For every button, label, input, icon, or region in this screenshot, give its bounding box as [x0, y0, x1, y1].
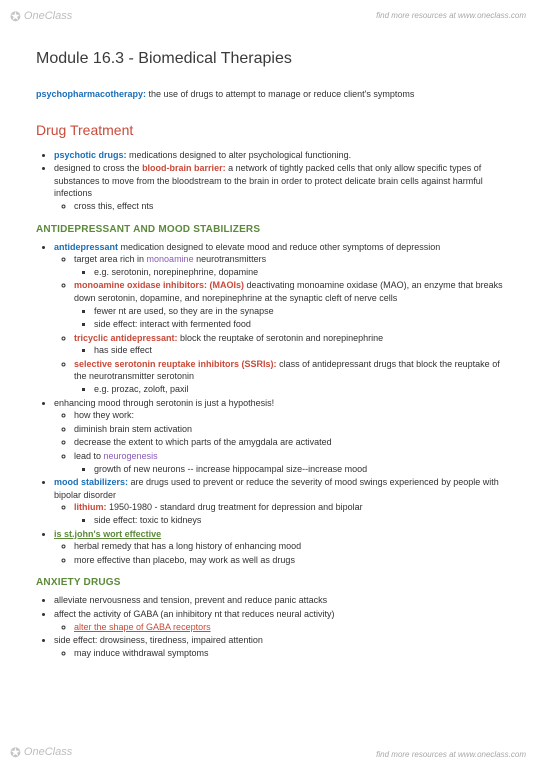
list-item: has side effect	[94, 344, 508, 357]
anxiety-list: alleviate nervousness and tension, preve…	[36, 594, 508, 659]
term-antidepressant: antidepressant	[54, 242, 118, 252]
brand-text: OneClass	[24, 745, 72, 760]
list-item: affect the activity of GABA (an inhibito…	[54, 608, 508, 633]
list-item: herbal remedy that has a long history of…	[74, 540, 508, 553]
intro-definition: psychopharmacotherapy: the use of drugs …	[36, 88, 508, 101]
brand-icon: ✪	[10, 744, 21, 762]
brand-icon: ✪	[10, 8, 21, 26]
list-item: lead to neurogenesis growth of new neuro…	[74, 450, 508, 475]
list-item: is st.john's wort effective herbal remed…	[54, 528, 508, 567]
watermark-bottom-right: find more resources at www.oneclass.com	[376, 749, 526, 760]
list-item: designed to cross the blood-brain barrie…	[54, 162, 508, 212]
def-text: 1950-1980 - standard drug treatment for …	[107, 502, 363, 512]
def-text: medication designed to elevate mood and …	[118, 242, 440, 252]
term-blood-brain-barrier: blood-brain barrier:	[142, 163, 226, 173]
def-text: block the reuptake of serotonin and nore…	[178, 333, 384, 343]
term-mood-stabilizers: mood stabilizers:	[54, 477, 128, 487]
term-tricyclic: tricyclic antidepressant:	[74, 333, 178, 343]
def-text: medications designed to alter psychologi…	[127, 150, 352, 160]
term-psychotic-drugs: psychotic drugs:	[54, 150, 127, 160]
list-item: side effect: interact with fermented foo…	[94, 318, 508, 331]
list-item: cross this, effect nts	[74, 200, 508, 213]
watermark-bottom: ✪ OneClass	[10, 744, 72, 762]
list-item: alleviate nervousness and tension, preve…	[54, 594, 508, 607]
list-item: lithium: 1950-1980 - standard drug treat…	[74, 501, 508, 526]
intro-def-text: the use of drugs to attempt to manage or…	[146, 89, 414, 99]
text: side effect: drowsiness, tiredness, impa…	[54, 635, 263, 645]
list-item: selective serotonin reuptake inhibitors …	[74, 358, 508, 396]
list-item: e.g. prozac, zoloft, paxil	[94, 383, 508, 396]
list-item: side effect: toxic to kidneys	[94, 514, 508, 527]
list-item: growth of new neurons -- increase hippoc…	[94, 463, 508, 476]
list-item: antidepressant medication designed to el…	[54, 241, 508, 396]
watermark-top-right: find more resources at www.oneclass.com	[376, 10, 526, 21]
text: affect the activity of GABA (an inhibito…	[54, 609, 334, 619]
brand-text: OneClass	[24, 9, 72, 24]
text: enhancing mood through serotonin is just…	[54, 398, 274, 408]
list-item: mood stabilizers: are drugs used to prev…	[54, 476, 508, 526]
section-drug-treatment: Drug Treatment	[36, 121, 508, 141]
term-lithium: lithium:	[74, 502, 107, 512]
page-title: Module 16.3 - Biomedical Therapies	[36, 48, 508, 70]
list-item: decrease the extent to which parts of th…	[74, 436, 508, 449]
list-item: fewer nt are used, so they are in the sy…	[94, 305, 508, 318]
post-text: neurotransmitters	[194, 254, 267, 264]
subhead-antidepressant: ANTIDEPRESSANT AND MOOD STABILIZERS	[36, 223, 508, 237]
term-monoamine: monoamine	[147, 254, 194, 264]
pre-text: target area rich in	[74, 254, 147, 264]
term-ssri: selective serotonin reuptake inhibitors …	[74, 359, 277, 369]
term-maoi: monoamine oxidase inhibitors: (MAOIs)	[74, 280, 244, 290]
drug-treatment-list: psychotic drugs: medications designed to…	[36, 149, 508, 213]
list-item: enhancing mood through serotonin is just…	[54, 397, 508, 476]
list-item: more effective than placebo, may work as…	[74, 554, 508, 567]
list-item: how they work:	[74, 409, 508, 422]
subhead-anxiety: ANXIETY DRUGS	[36, 576, 508, 590]
pre-text: designed to cross the	[54, 163, 142, 173]
gaba-note: alter the shape of GABA receptors	[74, 622, 211, 632]
list-item: target area rich in monoamine neurotrans…	[74, 253, 508, 278]
antidepressant-list: antidepressant medication designed to el…	[36, 241, 508, 567]
term-psychopharmacotherapy: psychopharmacotherapy:	[36, 89, 146, 99]
list-item: may induce withdrawal symptoms	[74, 647, 508, 660]
watermark-top: ✪ OneClass	[10, 8, 72, 26]
term-st-johns-wort: is st.john's wort effective	[54, 529, 161, 539]
list-item: psychotic drugs: medications designed to…	[54, 149, 508, 162]
pre-text: lead to	[74, 451, 104, 461]
list-item: tricyclic antidepressant: block the reup…	[74, 332, 508, 357]
list-item: alter the shape of GABA receptors	[74, 621, 508, 634]
term-neurogenesis: neurogenesis	[104, 451, 158, 461]
list-item: side effect: drowsiness, tiredness, impa…	[54, 634, 508, 659]
list-item: diminish brain stem activation	[74, 423, 508, 436]
list-item: monoamine oxidase inhibitors: (MAOIs) de…	[74, 279, 508, 330]
list-item: e.g. serotonin, norepinephrine, dopamine	[94, 266, 508, 279]
